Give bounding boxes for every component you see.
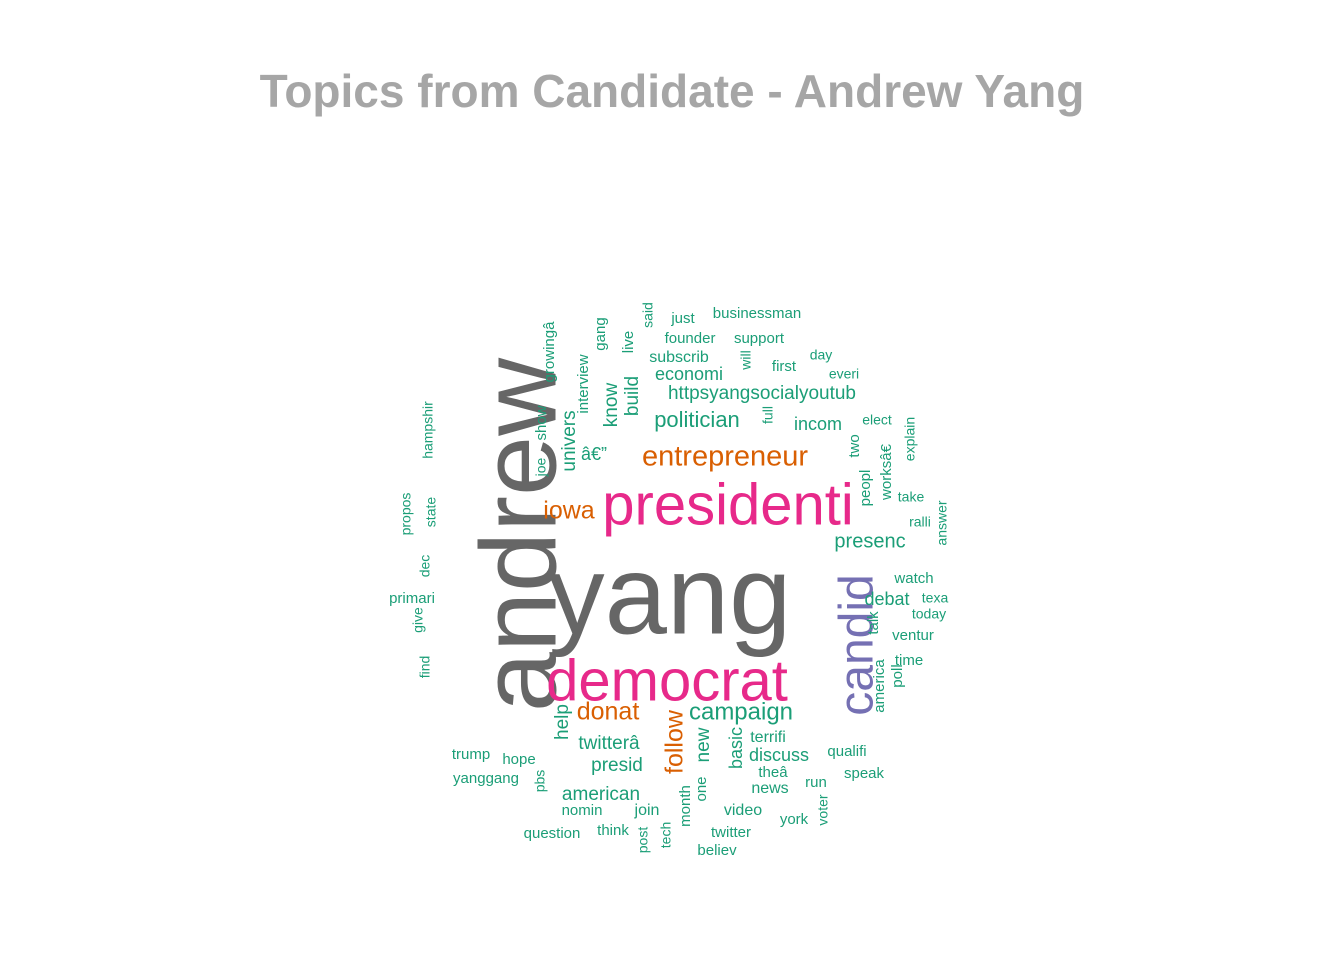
word-85: one [693,776,710,801]
word-20: help [552,704,573,740]
word-17: univers [559,410,580,471]
word-75: find [417,656,433,679]
word-4: candid [831,574,884,715]
word-2: presidenti [602,472,853,537]
word-10: politician [654,407,740,432]
word-66: will [738,350,754,370]
word-7: donat [577,698,640,726]
word-55: think [597,822,629,839]
word-62: interview [575,354,592,413]
word-63: gang [592,317,609,350]
word-15: american [562,784,640,805]
word-45: terrifi [750,729,786,746]
word-33: day [810,347,833,363]
word-23: basic [726,727,746,769]
word-38: watch [893,570,933,587]
word-87: post [635,827,651,854]
word-44: speak [844,765,885,782]
word-64: live [620,331,637,354]
word-72: state [423,497,439,528]
word-48: run [805,774,827,791]
word-18: know [601,383,622,428]
word-8: follow [661,709,689,774]
word-6: iowa [543,497,595,525]
word-59: yanggang [453,770,519,787]
word-3: democrat [546,648,788,713]
word-5: entrepreneur [642,441,808,473]
word-77: peopl [857,470,874,507]
word-1: andrew [458,357,579,712]
word-57: hope [502,751,535,768]
word-43: qualifi [827,743,866,760]
word-22: discuss [749,745,809,765]
word-14: presid [591,755,643,776]
word-60: primari [389,590,435,607]
word-58: trump [452,746,490,763]
word-46: theâ [758,764,788,781]
word-21: new [693,727,714,762]
word-16: economi [655,364,723,384]
word-47: news [751,780,788,797]
word-40: today [912,606,946,622]
word-42: time [895,652,923,669]
word-86: tech [658,822,674,848]
chart-title: Topics from Candidate - Andrew Yang [259,65,1085,117]
word-32: first [772,358,797,375]
word-65: said [640,302,656,328]
word-11: presenc [834,530,905,552]
word-49: video [724,802,762,819]
word-39: texa [922,590,949,606]
word-0: yang [549,533,792,658]
word-89: voter [815,794,831,825]
word-73: dec [417,555,433,578]
word-24: incom [794,414,842,434]
word-67: full [760,406,776,424]
word-68: show [533,405,550,440]
word-76: two [846,434,863,457]
word-78: worksâ€ [878,443,895,501]
word-84: month [677,785,694,827]
word-19: build [622,376,643,416]
word-56: question [524,825,581,842]
word-25: debat [864,589,909,609]
word-41: ventur [892,627,934,644]
word-83: poll [889,664,906,687]
word-74: give [410,607,426,633]
word-61: growingâ [541,321,558,383]
word-79: explain [902,417,918,461]
word-29: support [734,330,785,347]
word-70: hampshir [420,401,436,459]
word-31: just [670,310,695,327]
word-51: twitter [711,824,751,841]
word-88: pbs [532,770,548,793]
word-27: subscrib [649,349,709,366]
word-26: â€” [581,444,607,464]
word-13: twitterâ [578,733,640,754]
word-53: join [634,802,660,819]
word-82: america [871,659,888,713]
word-80: answer [934,500,950,545]
word-28: founder [665,330,716,347]
word-71: propos [398,493,414,536]
word-30: businessman [713,305,801,322]
word-37: ralli [909,514,931,530]
word-69: joe [533,457,549,477]
word-35: elect [862,412,892,428]
word-12: httpsyangsocialyoutub [668,383,856,404]
word-36: take [898,489,925,505]
word-81: talk [865,611,882,635]
word-9: campaign [689,698,793,725]
word-50: york [780,811,809,828]
word-34: everi [829,366,859,382]
word-54: nomin [562,802,603,819]
word-52: believ [697,842,737,859]
